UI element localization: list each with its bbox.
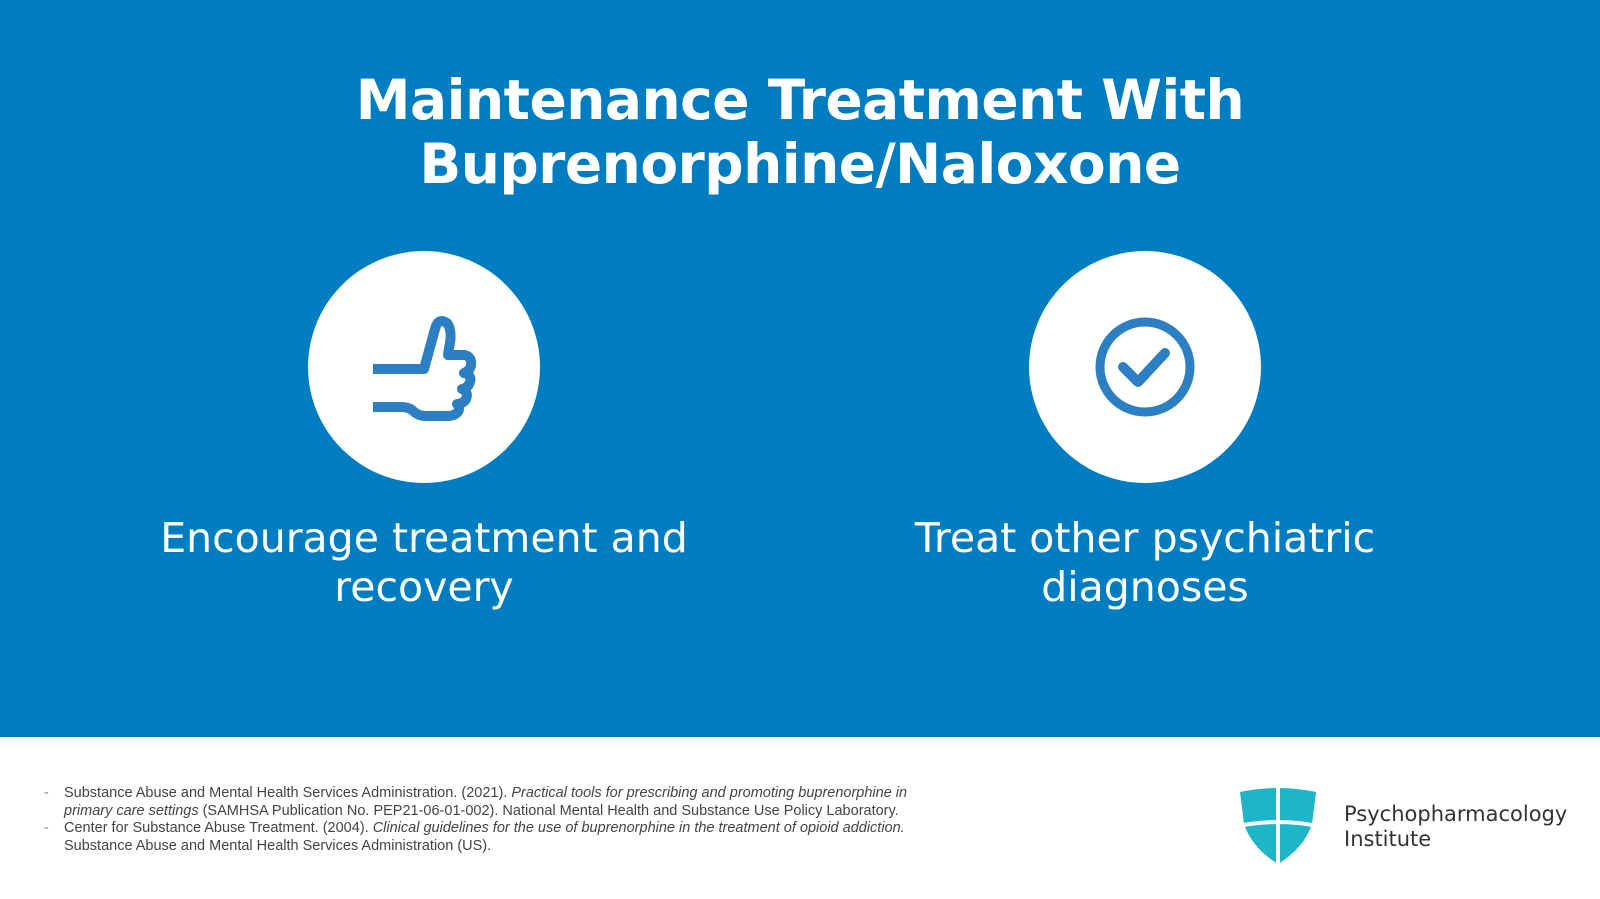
caption-line: diagnoses [1041,563,1249,611]
caption-encourage-treatment: Encourage treatment and recovery [124,514,724,612]
shield-logo-icon [1238,788,1318,866]
bullet-dash: - [44,820,49,836]
bullet-dash: - [44,785,49,801]
caption-line: recovery [334,563,514,611]
brand-line: Institute [1344,827,1432,851]
slide-title: Maintenance Treatment With Buprenorphine… [355,68,1245,196]
reference-title: Practical tools for prescribing and prom… [64,785,908,819]
thumbs-up-icon [373,316,477,421]
check-circle-container [1029,251,1261,483]
reference-text: (SAMHSA Publication No. PEP21-06-01-002)… [198,802,899,819]
caption-line: Treat other psychiatric [914,514,1376,562]
caption-line: Encourage treatment and [160,514,688,562]
reference-title: Clinical guidelines for the use of bupre… [372,820,905,836]
reference-text: Substance Abuse and Mental Health Servic… [64,785,512,801]
references: - Substance Abuse and Mental Health Serv… [44,785,944,855]
reference-item: - Center for Substance Abuse Treatment. … [44,820,944,855]
reference-text: Substance Abuse and Mental Health Servic… [64,837,492,854]
slide-background [0,0,1600,737]
caption-treat-psychiatric: Treat other psychiatric diagnoses [845,514,1445,612]
thumbs-up-circle [308,251,540,483]
reference-item: - Substance Abuse and Mental Health Serv… [44,785,944,820]
check-circle-icon [1095,317,1195,417]
brand-line: Psychopharmacology [1344,802,1568,826]
brand-name: Psychopharmacology Institute [1344,802,1567,852]
reference-text: Center for Substance Abuse Treatment. (2… [64,820,373,836]
